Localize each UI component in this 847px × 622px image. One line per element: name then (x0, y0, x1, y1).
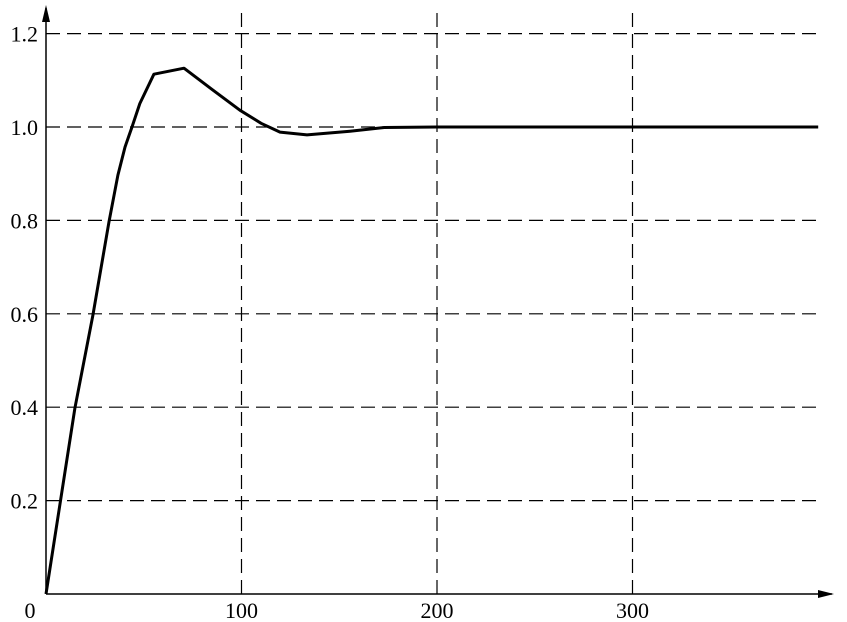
axes (42, 5, 834, 598)
y-tick-label: 1.2 (11, 22, 39, 47)
tick-labels: 0 100 200 300 0.2 0.4 0.6 0.8 1.0 1.2 (11, 22, 650, 622)
response-curve (44, 66, 819, 595)
y-axis-arrow (42, 5, 50, 22)
y-tick-label: 0.6 (11, 302, 39, 327)
x-tick-label: 100 (225, 598, 258, 622)
y-tick-label: 0.8 (11, 208, 39, 233)
x-axis-arrow (818, 590, 834, 598)
y-tick-label: 0.4 (11, 395, 39, 420)
origin-label: 0 (25, 598, 36, 622)
y-tick-label: 0.2 (11, 489, 39, 514)
x-tick-label: 200 (421, 598, 454, 622)
grid (46, 8, 820, 594)
x-tick-label: 300 (616, 598, 649, 622)
series (44, 66, 819, 595)
y-tick-label: 1.0 (11, 115, 39, 140)
